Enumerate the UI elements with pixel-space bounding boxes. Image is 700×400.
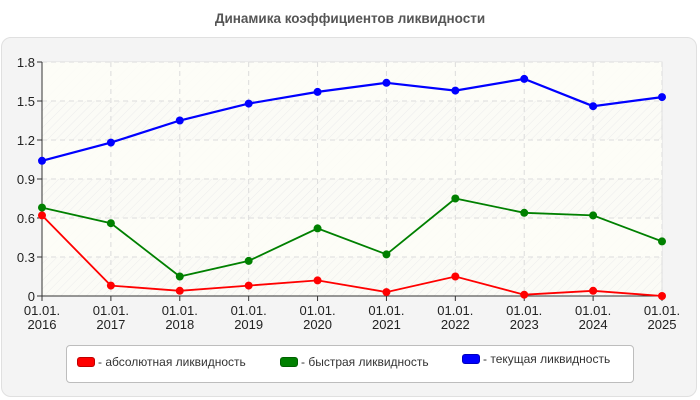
svg-text:0.9: 0.9 — [17, 172, 35, 187]
svg-text:0: 0 — [28, 289, 35, 304]
data-point — [106, 281, 115, 290]
data-point — [658, 237, 666, 246]
data-point — [589, 211, 598, 220]
axes: 00.30.60.91.21.51.801.01.201601.01.20170… — [17, 55, 680, 332]
data-point — [382, 288, 391, 297]
svg-text:01.01.: 01.01. — [506, 303, 542, 318]
svg-text:1.5: 1.5 — [17, 94, 35, 109]
data-point — [313, 224, 322, 233]
data-point — [658, 93, 666, 102]
data-point — [589, 102, 598, 111]
series-#0000ff — [38, 74, 666, 165]
data-point — [451, 86, 460, 95]
data-point — [520, 290, 529, 299]
data-point — [451, 194, 460, 203]
svg-text:2025: 2025 — [648, 317, 677, 332]
svg-text:2022: 2022 — [441, 317, 470, 332]
data-point — [520, 74, 529, 83]
svg-text:1.2: 1.2 — [17, 133, 35, 148]
data-point — [175, 116, 184, 125]
data-point — [589, 286, 598, 295]
data-point — [658, 292, 666, 300]
svg-text:2020: 2020 — [303, 317, 332, 332]
data-series — [38, 74, 666, 300]
svg-text:01.01.: 01.01. — [299, 303, 335, 318]
svg-text:0.6: 0.6 — [17, 211, 35, 226]
svg-text:0.3: 0.3 — [17, 250, 35, 265]
svg-text:01.01.: 01.01. — [368, 303, 404, 318]
svg-text:01.01.: 01.01. — [644, 303, 680, 318]
svg-text:01.01.: 01.01. — [575, 303, 611, 318]
data-point — [106, 219, 115, 228]
series-#008000 — [38, 194, 666, 281]
legend-label: - быстрая ликвидность — [301, 355, 429, 369]
legend-item-absolute: - абсолютная ликвидность — [77, 355, 246, 369]
legend-item-quick: - быстрая ликвидность — [280, 355, 429, 369]
svg-text:01.01.: 01.01. — [24, 303, 60, 318]
svg-text:2023: 2023 — [510, 317, 539, 332]
svg-text:2021: 2021 — [372, 317, 401, 332]
data-point — [451, 272, 460, 281]
svg-text:2024: 2024 — [579, 317, 608, 332]
svg-text:01.01.: 01.01. — [162, 303, 198, 318]
svg-text:01.01.: 01.01. — [93, 303, 129, 318]
chart-title: Динамика коэффициентов ликвидности — [214, 11, 486, 26]
data-point — [38, 203, 46, 212]
svg-text:2016: 2016 — [28, 317, 57, 332]
data-point — [175, 286, 184, 295]
data-point — [175, 272, 184, 281]
legend-item-current: - текущая ликвидность — [462, 352, 610, 366]
legend-swatch-red — [77, 357, 95, 367]
svg-text:01.01.: 01.01. — [231, 303, 267, 318]
svg-text:2017: 2017 — [96, 317, 125, 332]
data-point — [313, 87, 322, 96]
svg-text:2019: 2019 — [234, 317, 263, 332]
data-point — [244, 99, 253, 108]
data-point — [244, 256, 253, 265]
legend-swatch-blue — [462, 354, 480, 364]
data-point — [244, 281, 253, 290]
data-point — [106, 138, 115, 147]
series-#ff0000 — [38, 211, 666, 300]
legend: - абсолютная ликвидность - быстрая ликви… — [66, 345, 634, 383]
svg-text:1.8: 1.8 — [17, 55, 35, 70]
svg-text:2018: 2018 — [165, 317, 194, 332]
data-point — [38, 156, 46, 165]
data-point — [313, 276, 322, 285]
svg-text:01.01.: 01.01. — [437, 303, 473, 318]
data-point — [520, 208, 529, 217]
legend-label: - текущая ликвидность — [483, 352, 611, 366]
data-point — [382, 78, 391, 87]
data-point — [382, 250, 391, 259]
legend-swatch-green — [280, 357, 298, 367]
data-point — [38, 211, 46, 220]
gridlines — [42, 61, 663, 296]
legend-label: - абсолютная ликвидность — [98, 355, 246, 369]
